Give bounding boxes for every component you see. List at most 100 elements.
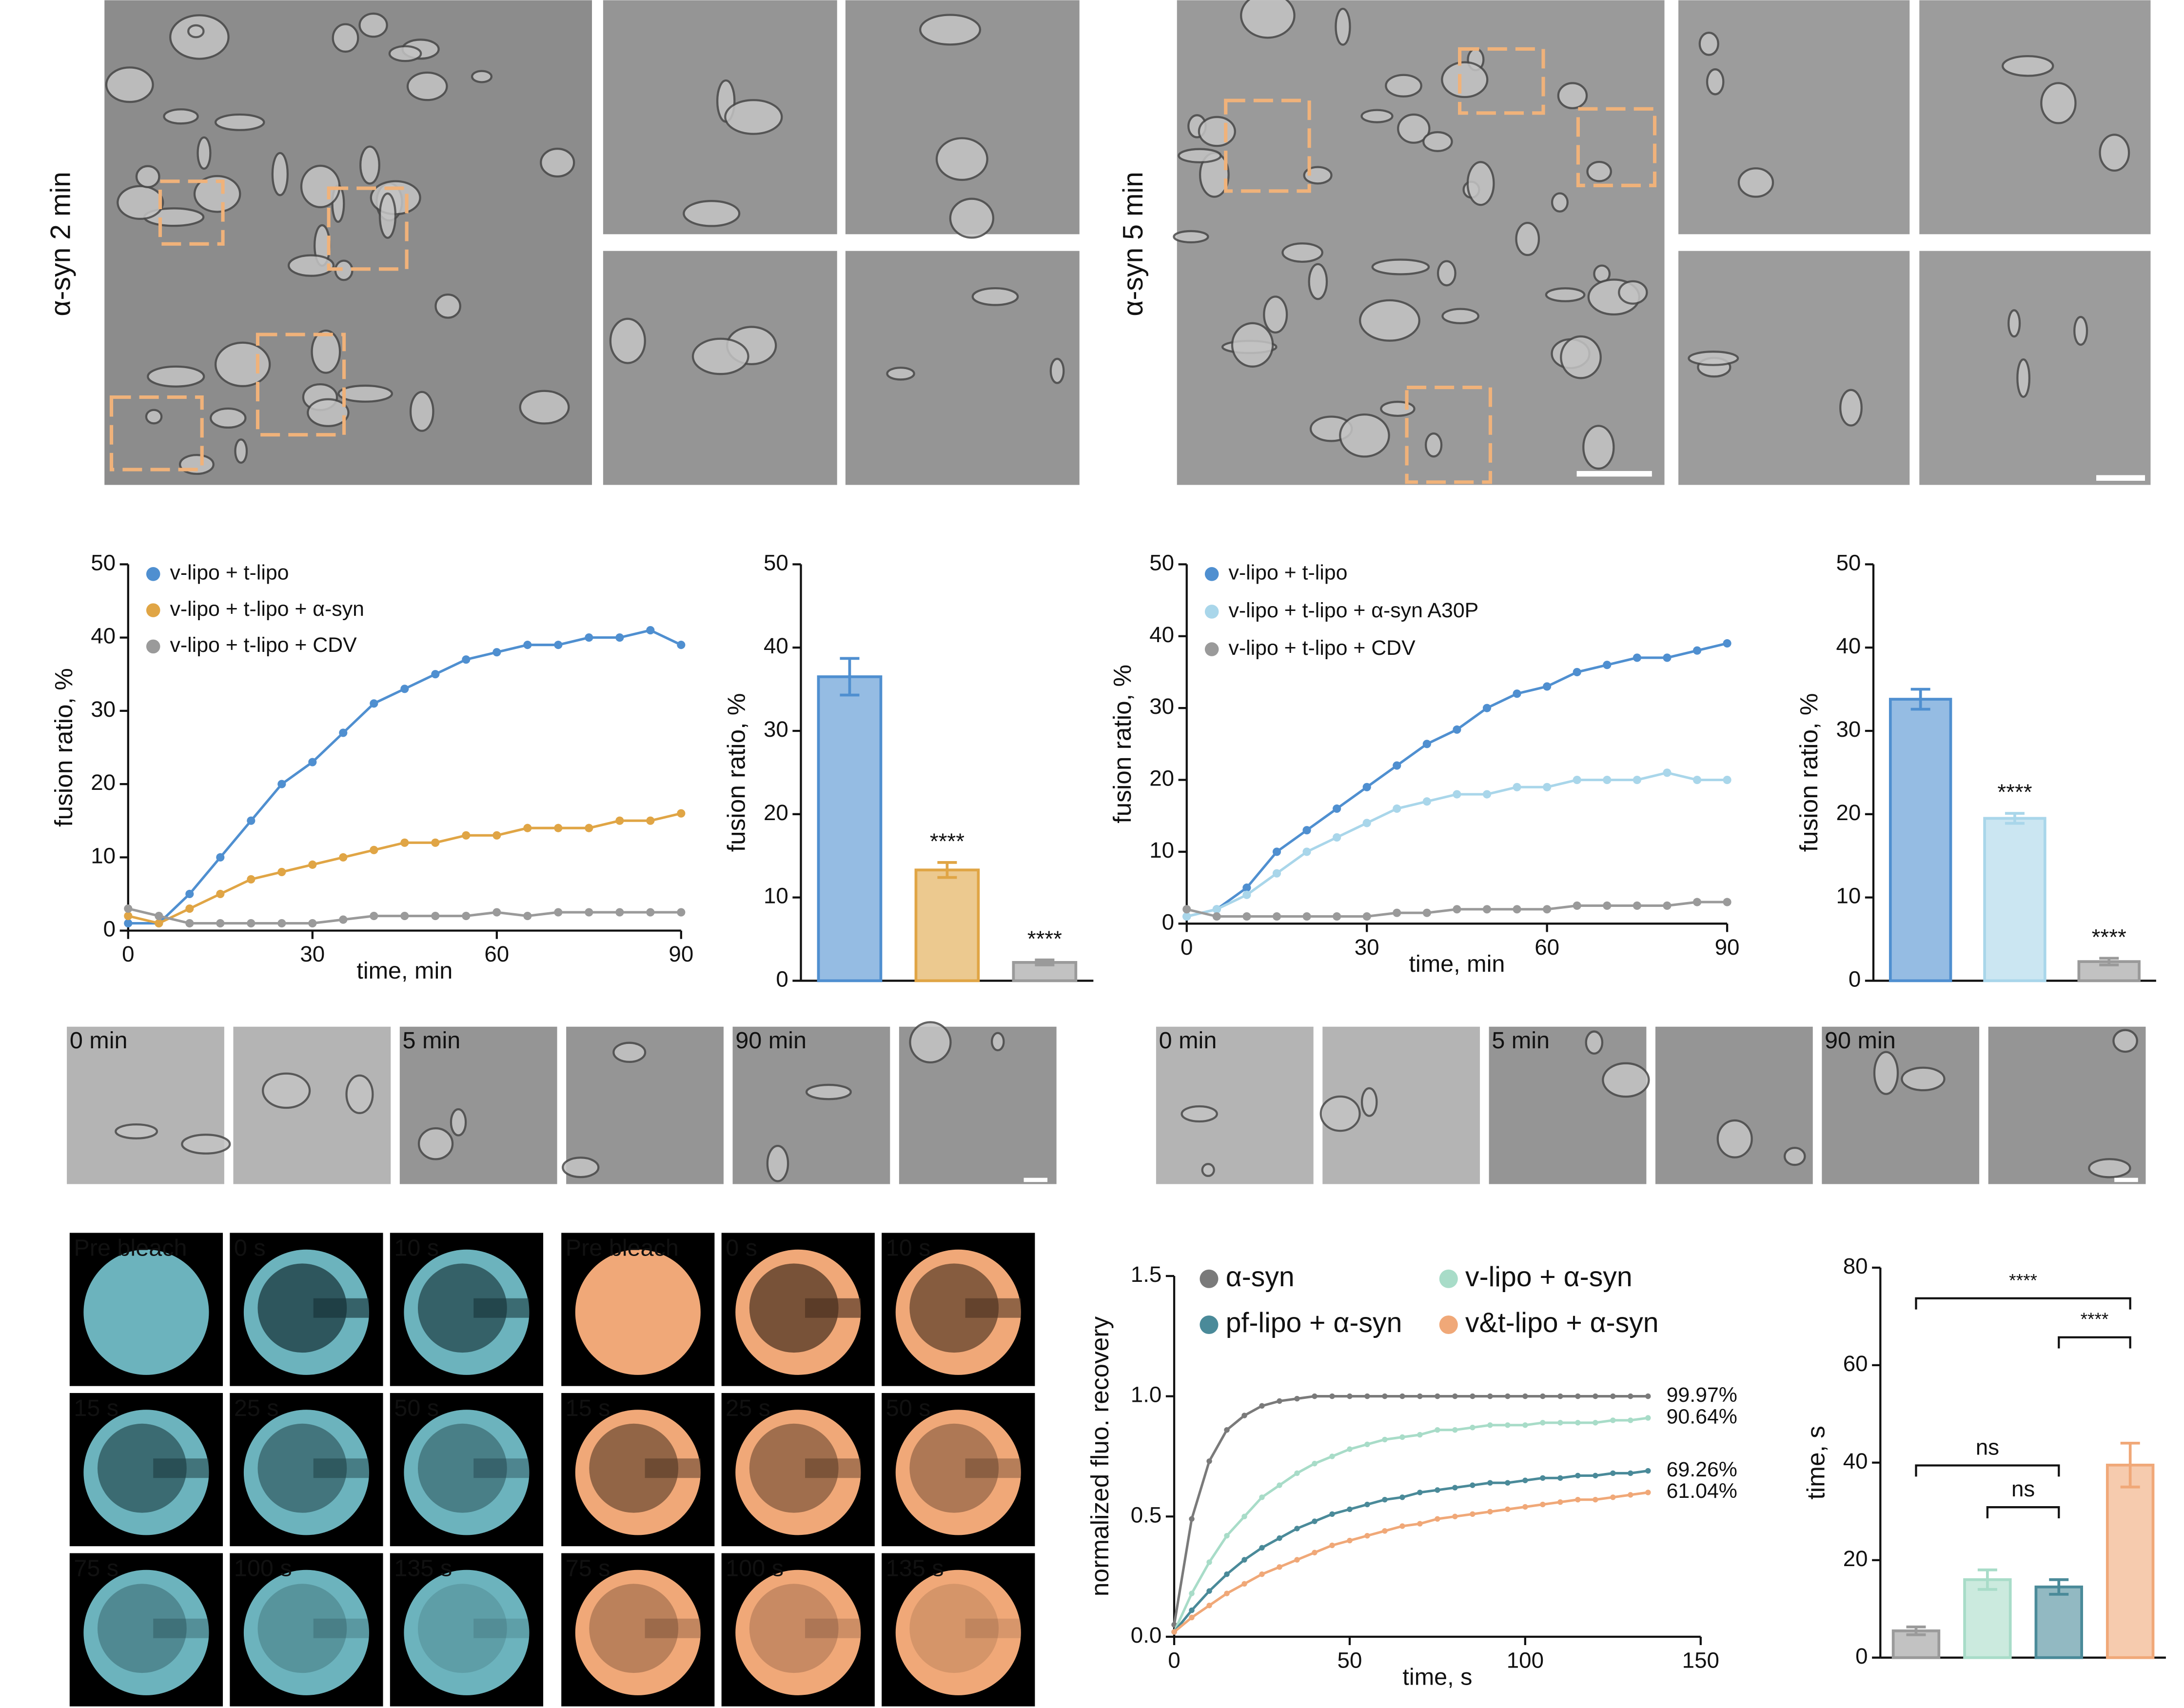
data-point bbox=[1241, 1413, 1247, 1418]
vesicle bbox=[1698, 31, 1719, 56]
x-tick-label: 0 bbox=[122, 942, 134, 966]
bleach-bar bbox=[965, 1618, 1021, 1638]
vesicle bbox=[147, 365, 205, 388]
end-label: 90.64% bbox=[1667, 1405, 1737, 1428]
bleach-spot bbox=[417, 1263, 507, 1353]
data-point bbox=[1575, 1420, 1581, 1426]
data-point bbox=[277, 919, 286, 928]
legend-label: v-lipo + t-lipo + CDV bbox=[170, 633, 357, 657]
bar bbox=[1889, 698, 1952, 982]
bleach-bar bbox=[313, 1458, 369, 1478]
data-point bbox=[185, 889, 194, 899]
bleach-bar bbox=[805, 1298, 861, 1318]
data-point bbox=[247, 875, 256, 884]
data-point bbox=[1364, 1441, 1370, 1447]
bleach-spot bbox=[97, 1423, 187, 1513]
y-tick-label: 50 bbox=[1836, 550, 1861, 575]
data-point bbox=[308, 860, 317, 869]
vesicle bbox=[1397, 113, 1431, 144]
vesicle bbox=[1466, 161, 1495, 206]
vesicle bbox=[609, 317, 646, 364]
data-point bbox=[124, 919, 133, 928]
data-point bbox=[1575, 1393, 1581, 1399]
data-point bbox=[216, 889, 225, 899]
vesicle bbox=[261, 1072, 311, 1109]
data-point bbox=[1382, 1393, 1388, 1399]
vesicle bbox=[540, 147, 575, 178]
data-point bbox=[370, 845, 378, 854]
frame-label: 75 s bbox=[566, 1555, 610, 1582]
zoom-box bbox=[1405, 386, 1493, 484]
y-axis-label: normalized fluo. recovery bbox=[1085, 1316, 1114, 1597]
data-point bbox=[1399, 1494, 1405, 1500]
data-point bbox=[1364, 1393, 1370, 1399]
data-point bbox=[1505, 1480, 1511, 1486]
vesicle bbox=[2099, 134, 2130, 172]
data-point bbox=[554, 824, 563, 832]
data-point bbox=[1557, 1420, 1563, 1426]
frame-label: 75 s bbox=[74, 1555, 118, 1582]
data-point bbox=[1347, 1393, 1353, 1399]
vesicle bbox=[1441, 308, 1479, 325]
data-point bbox=[400, 685, 409, 693]
vesicle bbox=[311, 329, 341, 374]
data-point bbox=[1452, 1485, 1458, 1491]
legend-label: v-lipo + t-lipo bbox=[170, 561, 289, 585]
data-point bbox=[339, 853, 348, 862]
vesicle bbox=[766, 1144, 789, 1182]
data-point bbox=[585, 908, 593, 917]
micrograph bbox=[1822, 1026, 1980, 1184]
legend-label: v-lipo + t-lipo bbox=[1228, 561, 1347, 585]
y-tick-label: 50 bbox=[91, 550, 116, 575]
data-point bbox=[1333, 912, 1341, 921]
droplet bbox=[404, 1410, 530, 1535]
bleach-bar bbox=[965, 1458, 1021, 1478]
data-point bbox=[1487, 1393, 1493, 1399]
comparison-label: ns bbox=[2011, 1476, 2035, 1501]
significance: **** bbox=[2092, 924, 2126, 949]
frame-label: 50 s bbox=[394, 1395, 439, 1421]
micrograph bbox=[1489, 1026, 1647, 1184]
vesicle bbox=[2040, 82, 2077, 124]
data-point bbox=[1487, 1480, 1493, 1486]
vesicle bbox=[1263, 295, 1288, 334]
x-tick-label: 150 bbox=[1682, 1648, 1719, 1672]
y-tick-label: 20 bbox=[91, 770, 116, 795]
data-point bbox=[124, 904, 133, 913]
data-point bbox=[1206, 1588, 1212, 1594]
bleach-spot bbox=[909, 1584, 999, 1673]
x-tick-label: 0 bbox=[1168, 1648, 1180, 1672]
data-point bbox=[1482, 704, 1492, 712]
bleach-bar bbox=[473, 1618, 530, 1638]
bleach-spot bbox=[417, 1423, 507, 1513]
data-point bbox=[1593, 1420, 1598, 1426]
vesicle bbox=[214, 341, 271, 388]
data-point bbox=[1422, 797, 1431, 806]
data-point bbox=[370, 699, 378, 708]
data-point bbox=[370, 911, 378, 921]
data-point bbox=[1277, 1564, 1282, 1570]
comparison-bracket bbox=[1986, 1506, 2060, 1519]
micrograph bbox=[1988, 1026, 2146, 1184]
y-tick-label: 1.5 bbox=[1131, 1262, 1162, 1287]
vesicle bbox=[271, 152, 289, 196]
panel-label: α-syn 2 min bbox=[45, 172, 77, 316]
y-tick-label: 30 bbox=[1836, 717, 1861, 742]
data-point bbox=[1399, 1434, 1405, 1440]
frame-label: 25 s bbox=[234, 1395, 279, 1421]
data-point bbox=[646, 816, 655, 825]
comparison-bracket bbox=[2058, 1336, 2131, 1349]
data-point bbox=[646, 908, 655, 917]
vesicle bbox=[135, 165, 160, 188]
frame-label: 50 s bbox=[886, 1395, 931, 1421]
error-bar bbox=[1977, 1568, 1997, 1591]
droplet bbox=[83, 1249, 209, 1375]
data-point bbox=[1393, 804, 1401, 813]
data-point bbox=[1393, 908, 1401, 917]
data-point bbox=[1399, 1523, 1405, 1529]
data-point bbox=[1470, 1482, 1476, 1488]
data-point bbox=[1312, 1461, 1318, 1467]
data-point bbox=[1522, 1422, 1528, 1428]
vesicle bbox=[1424, 432, 1443, 458]
